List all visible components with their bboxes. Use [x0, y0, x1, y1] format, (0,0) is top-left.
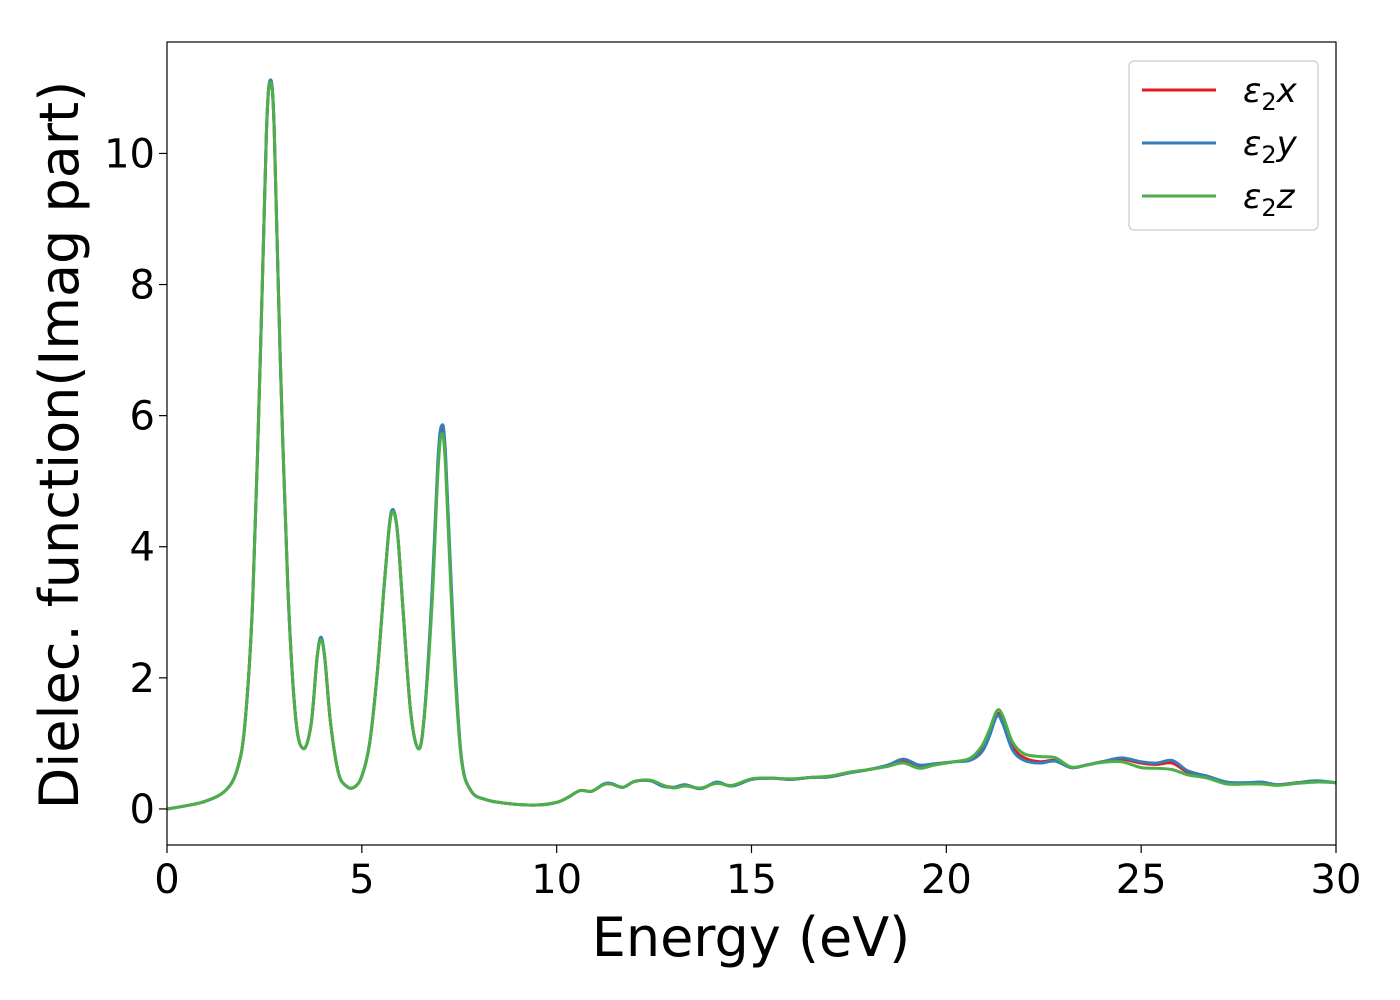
x-tick-label: 0: [154, 857, 179, 903]
legend-label-y: ε2y: [1243, 124, 1298, 169]
x-tick-label: 15: [726, 857, 777, 903]
y-tick-label: 2: [130, 656, 155, 702]
x-tick-label: 20: [921, 857, 972, 903]
y-tick-label: 10: [104, 131, 155, 177]
x-tick-label: 30: [1311, 857, 1362, 903]
series-line-z: [166, 80, 1337, 811]
x-tick-label: 5: [349, 857, 374, 903]
y-tick-label: 0: [130, 787, 155, 833]
x-axis-title: Energy (eV): [592, 906, 911, 969]
x-tick-label: 25: [1116, 857, 1167, 903]
legend-box: [1128, 60, 1319, 231]
y-axis: 0 2 4 6 8 10: [104, 131, 167, 833]
y-tick-label: 6: [130, 394, 155, 440]
legend: ε2x ε2y ε2z: [1128, 60, 1319, 231]
series-layer: [166, 78, 1337, 811]
y-tick-label: 8: [130, 263, 155, 309]
x-tick-label: 10: [531, 857, 582, 903]
x-axis: 0 5 10 15 20 25 30: [154, 845, 1361, 903]
y-axis-title: Dielec. function(Imag part): [28, 81, 91, 810]
y-tick-label: 4: [130, 525, 155, 571]
legend-label-x: ε2x: [1243, 71, 1298, 116]
legend-label-z: ε2z: [1243, 177, 1296, 222]
